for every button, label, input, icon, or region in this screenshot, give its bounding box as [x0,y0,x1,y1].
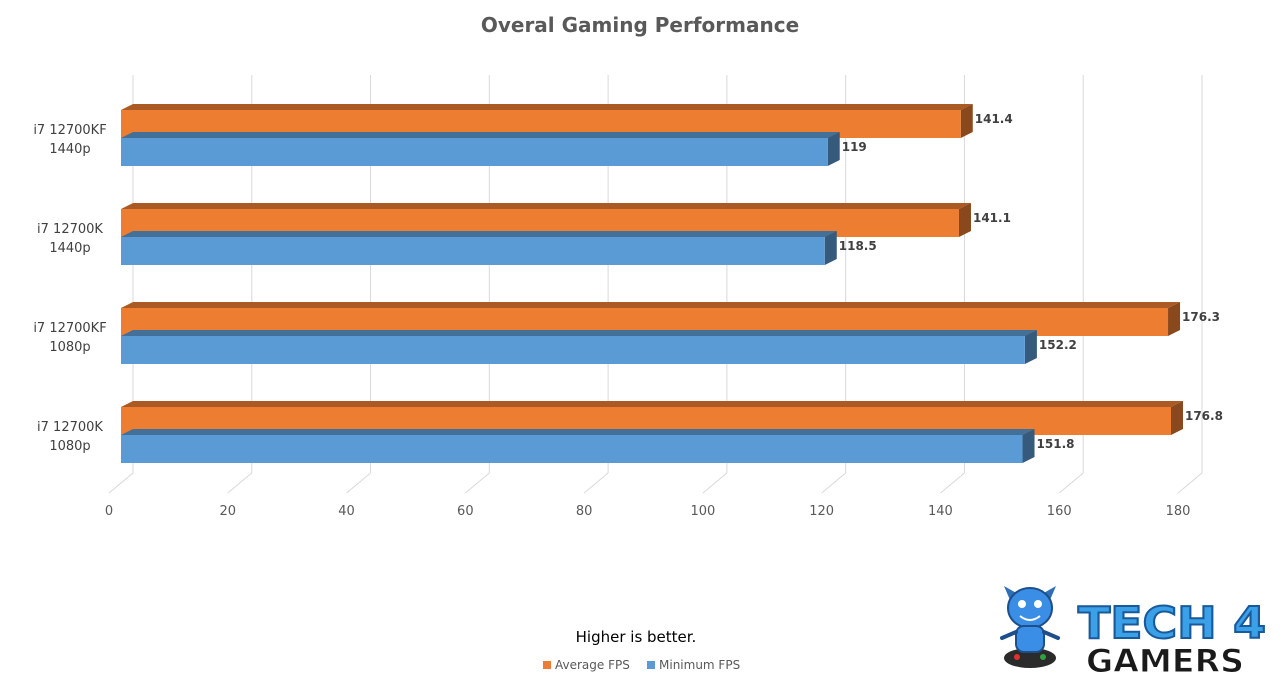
bar-top-face [121,302,1181,308]
data-label: 141.4 [975,112,1013,126]
x-tick-label: 140 [928,504,953,519]
bar [121,138,828,166]
bar-group: 152.2 [121,330,1077,364]
x-tick-label: 180 [1166,504,1191,519]
chart-title: Overal Gaming Performance [481,13,799,37]
gridline-floor [583,472,609,494]
gridline-floor [821,472,846,494]
x-axis-ticks: 0 20 40 60 80 100 120 140 160 180 [105,504,1191,519]
gridline-floor [465,472,490,494]
x-tick-label: 60 [457,504,474,519]
legend-swatch-minimum [647,661,655,669]
bar-side-face [824,231,837,265]
category-labels: i7 12700KF 1440p i7 12700K 1440p i7 12700KF 1… [33,123,106,454]
bar-side-face [1170,401,1183,435]
gridline-floor [108,472,134,494]
x-tick-label: 120 [809,504,834,519]
bar-side-face [958,203,971,237]
category-label-line2: 1440p [49,241,90,256]
bar-group: 151.8 [121,429,1074,463]
bar-side-face [1024,330,1037,364]
gridline-floor [227,472,253,494]
x-tick-label: 100 [690,504,715,519]
x-tick-label: 0 [105,504,113,519]
data-label: 176.8 [1185,409,1223,423]
bar-side-face [1022,429,1035,463]
bar-top-face [121,401,1183,407]
mascot-icon [1000,586,1060,668]
data-label: 176.3 [1182,310,1220,324]
data-label: 118.5 [839,239,877,253]
category-label-line1: i7 12700K [37,420,103,435]
bar-top-face [121,132,840,138]
bar-top-face [121,231,837,237]
x-tick-label: 20 [220,504,237,519]
brand-logo: TECH 4 GAMERS [1000,586,1267,681]
chart-note: Higher is better. [576,628,697,646]
bar [121,435,1023,463]
category-label-line1: i7 12700KF [33,321,106,336]
bar-group: 118.5 [121,231,877,265]
legend-swatch-average [543,661,551,669]
logo-line1: TECH 4 [1078,598,1266,649]
logo-line2: GAMERS [1086,642,1244,680]
bars: 141.4 119 141.1 118.5 176.3 152.2 176.8 151.8 [121,104,1223,463]
data-label: 151.8 [1037,437,1075,451]
gridline-floor [940,472,965,494]
gridline-floor [1058,472,1084,494]
bar-side-face [827,132,840,166]
x-tick-label: 160 [1047,504,1072,519]
gridline-floor [1177,472,1203,494]
category-label-line2: 1440p [49,142,90,157]
legend-label-average: Average FPS [555,658,630,672]
bar-side-face [1168,302,1181,336]
bar-top-face [121,203,971,209]
category-label-line2: 1080p [49,439,90,454]
bar-group: 119 [121,132,867,166]
gridline-floor [702,472,728,494]
bar-top-face [121,429,1035,435]
bar [121,237,825,265]
category-label-line1: i7 12700KF [33,123,106,138]
legend-label-minimum: Minimum FPS [659,658,740,672]
data-label: 152.2 [1039,338,1077,352]
category-label-line2: 1080p [49,340,90,355]
data-label: 141.1 [973,211,1011,225]
gridline-floor [346,472,371,494]
x-tick-label: 40 [338,504,355,519]
legend: Average FPS Minimum FPS [543,658,740,672]
bar-side-face [960,104,973,138]
bar-top-face [121,330,1037,336]
data-label: 119 [842,140,867,154]
bar [121,336,1025,364]
bar-top-face [121,104,973,110]
x-tick-label: 80 [576,504,593,519]
category-label-line1: i7 12700K [37,222,103,237]
